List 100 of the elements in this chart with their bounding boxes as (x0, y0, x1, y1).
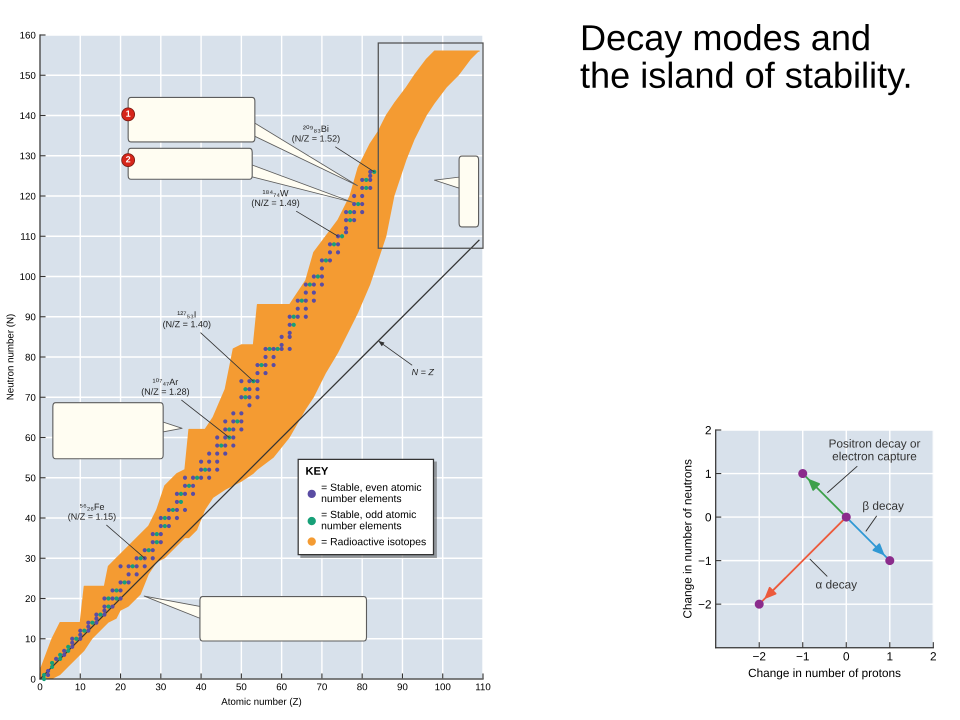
x-tick-label: −1 (796, 652, 809, 660)
point (316, 274, 320, 279)
point (885, 556, 894, 566)
legend-label: = Radioactive isotopes (322, 538, 426, 548)
y-tick-label: 10 (26, 635, 36, 642)
y-tick-label: 100 (20, 273, 36, 280)
annotation: ¹²⁷₅₃I (N/Z = 1.40) (163, 311, 210, 330)
x-tick-label: 70 (317, 683, 327, 690)
point (194, 476, 200, 480)
point (324, 258, 328, 262)
y-tick-label: 1 (706, 470, 711, 478)
point (154, 532, 159, 536)
x-tick-label: 50 (236, 683, 246, 690)
x-tick-label: 100 (435, 683, 450, 690)
legend-label: = Stable, odd atomic number elements (322, 510, 416, 530)
y-tick-label: 30 (25, 554, 36, 562)
point (348, 210, 352, 214)
x-tick-label: −2 (753, 652, 766, 660)
y-tick-label: 20 (26, 595, 36, 602)
point (66, 644, 70, 649)
x-tick-label: 20 (116, 683, 126, 690)
annotation: 1 (126, 110, 130, 117)
point (50, 664, 54, 670)
x-tick-label: 90 (398, 683, 408, 690)
series-label: α decay (816, 580, 858, 591)
x-tick-label: 110 (476, 683, 490, 690)
y-axis-title: Neutron number (N) (6, 314, 16, 400)
chart-title: Decay modes and the island of stability. (580, 24, 910, 96)
point (122, 580, 127, 584)
point (364, 178, 368, 182)
x-tick-label: 60 (276, 683, 287, 690)
y-tick-label: 110 (21, 232, 36, 240)
y-tick-label: 0 (705, 513, 712, 522)
y-tick-label: 160 (20, 32, 36, 39)
y-tick-label: 150 (20, 72, 36, 79)
point (186, 484, 192, 488)
point (66, 648, 70, 653)
point (356, 202, 360, 206)
y-tick-label: 2 (706, 426, 711, 434)
point (178, 492, 184, 496)
point (106, 604, 111, 609)
point (50, 660, 54, 665)
point (146, 548, 151, 552)
annotation: ²⁰⁹₈₃Bi (N/Z = 1.52) (292, 125, 340, 144)
y-tick-label: 40 (25, 514, 36, 522)
x-tick-label: 80 (357, 683, 368, 690)
point (106, 596, 111, 601)
point (348, 218, 352, 222)
x-tick-label: 10 (76, 683, 86, 690)
point (235, 419, 240, 424)
y-tick-label: 80 (25, 354, 36, 361)
y-tick-label: 140 (20, 112, 36, 120)
x-tick-label: 1 (887, 652, 892, 660)
point (364, 186, 368, 190)
x-tick-label: 30 (156, 683, 166, 690)
point (154, 540, 159, 544)
point (754, 600, 764, 609)
point (82, 628, 86, 633)
legend-label: = Stable, even atomic number elements (322, 483, 422, 502)
annotation: ¹⁸⁴₇₄W (N/Z = 1.49) (252, 190, 300, 208)
point (219, 443, 224, 448)
x-tick-label: 40 (196, 683, 206, 690)
point (842, 512, 851, 522)
point (308, 282, 312, 287)
point (170, 508, 175, 512)
point (276, 346, 280, 352)
y-tick-label: 70 (26, 394, 36, 401)
x-tick-label: 0 (843, 652, 850, 661)
text: Positron decay or electron capture (830, 439, 920, 463)
point (292, 314, 296, 319)
point (259, 362, 264, 368)
x-axis-title: Change in number of protons (748, 668, 901, 680)
annotation: ¹⁰⁷₄₇Ar (N/Z = 1.28) (142, 378, 190, 397)
point (178, 500, 184, 504)
point (267, 346, 272, 352)
point (114, 596, 119, 601)
point (292, 322, 296, 327)
point (332, 242, 336, 246)
point (90, 620, 94, 625)
point (243, 395, 248, 400)
point (130, 564, 135, 568)
point (162, 516, 167, 520)
x-axis-title: Atomic number (Z) (221, 698, 302, 707)
point (114, 588, 119, 593)
annotation: N = Z (412, 368, 434, 376)
point (58, 652, 62, 657)
series-label: β decay (863, 501, 904, 512)
point (98, 612, 102, 617)
annotation: 2 (126, 156, 130, 162)
point (203, 468, 208, 472)
legend-title: KEY (306, 467, 328, 475)
x-tick-label: 2 (930, 652, 936, 660)
point (58, 656, 62, 661)
point (138, 556, 143, 560)
y-tick-label: 0 (30, 676, 36, 683)
annotation: ⁵⁶₂₆Fe (N/Z = 1.15) (68, 504, 116, 522)
x-tick-label: 0 (38, 683, 42, 690)
point (42, 672, 46, 678)
point (300, 298, 304, 303)
y-tick-label: −1 (698, 556, 711, 565)
